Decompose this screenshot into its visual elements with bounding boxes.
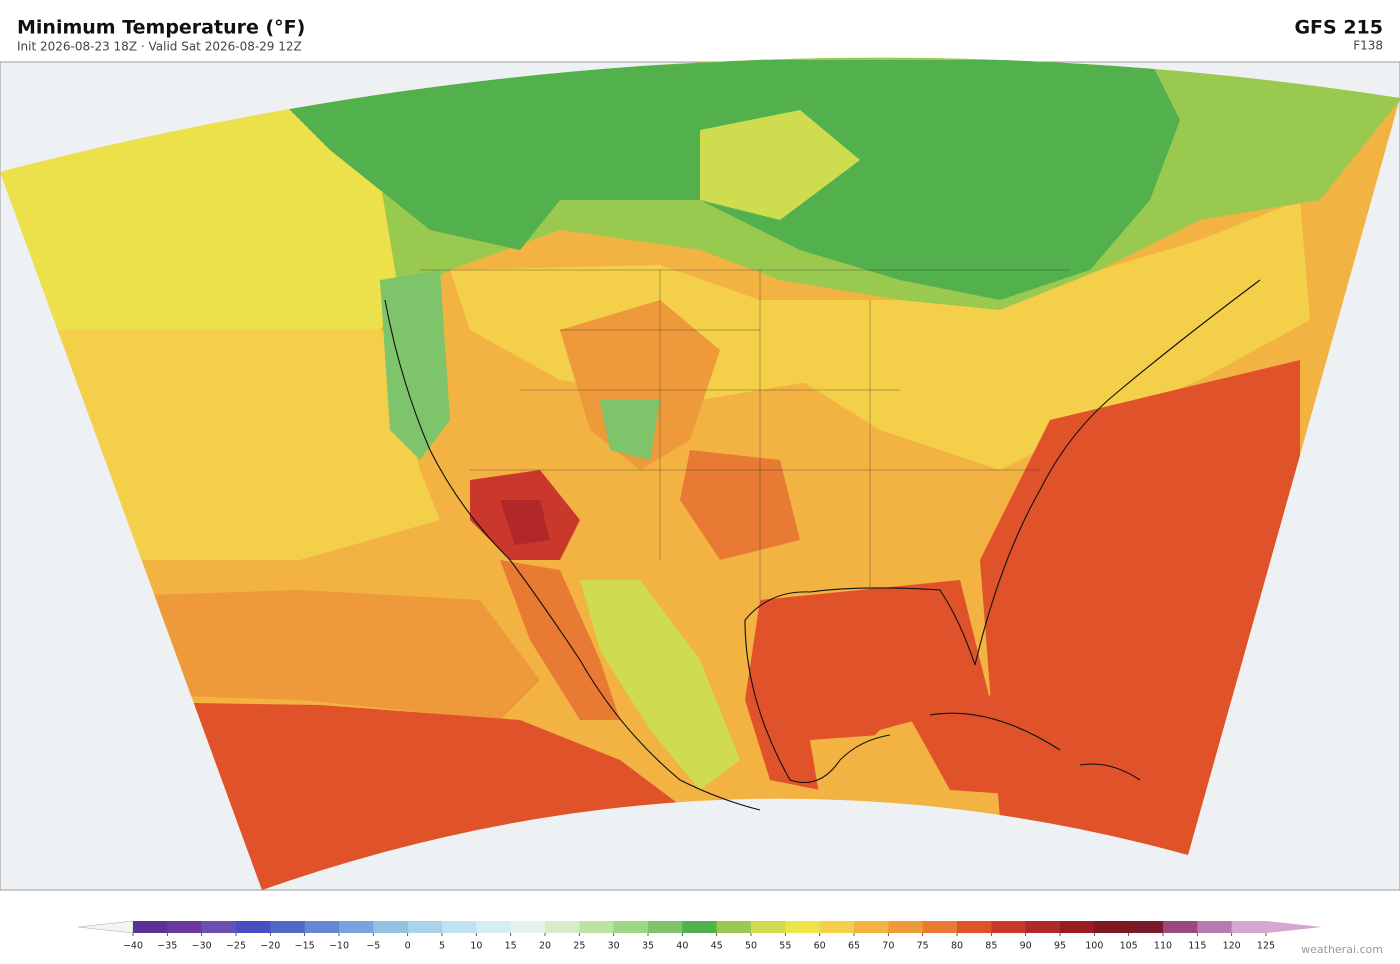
colorbar-tick-label: 65: [848, 941, 860, 952]
colorbar-tick-label: −35: [157, 941, 177, 952]
colorbar-band: [785, 921, 821, 933]
colorbar-tick-label: 25: [573, 941, 585, 952]
colorbar-band: [1025, 921, 1061, 933]
title: Minimum Temperature (°F): [17, 17, 305, 39]
colorbar-band: [304, 921, 340, 933]
colorbar-band: [991, 921, 1027, 933]
colorbar-tick-label: 55: [779, 941, 791, 952]
colorbar-tick-label: 20: [539, 941, 551, 952]
colorbar-band: [133, 921, 168, 933]
colorbar-tick-label: −10: [329, 941, 349, 952]
colorbar-band: [236, 921, 271, 933]
colorbar-band: [407, 921, 443, 933]
colorbar-tick-label: 75: [917, 941, 929, 952]
colorbar-tick-label: −30: [192, 941, 212, 952]
colorbar-band: [510, 921, 546, 933]
credit: weatherai.com: [1301, 943, 1383, 956]
colorbar-band: [545, 921, 580, 933]
colorbar-band: [270, 921, 306, 933]
colorbar-band: [1060, 921, 1095, 933]
colorbar-band: [922, 921, 958, 933]
colorbar-tick-label: −25: [226, 941, 246, 952]
colorbar-tick-label: 90: [1020, 941, 1032, 952]
colorbar-band: [613, 921, 649, 933]
colorbar-tick-label: 100: [1085, 941, 1103, 952]
colorbar-band: [648, 921, 683, 933]
colorbar-tick-label: −40: [123, 941, 143, 952]
subtitle: Init 2026-08-23 18Z · Valid Sat 2026-08-…: [17, 40, 302, 54]
colorbar-band: [201, 921, 237, 933]
colorbar-tick-label: 85: [985, 941, 997, 952]
colorbar: −40 −35 −30 −25 −20 −15 −10 −5 0 5 10 15 20 25 30 35 40 4…: [77, 920, 1322, 952]
colorbar-tick-label: 95: [1054, 941, 1066, 952]
forecast-hour: F138: [1353, 39, 1383, 53]
colorbar-tick-label: 40: [676, 941, 688, 952]
colorbar-tick-label: 50: [745, 941, 757, 952]
colorbar-tick-label: 60: [814, 941, 826, 952]
colorbar-tick-label: 5: [439, 941, 445, 952]
colorbar-tick-label: 35: [642, 941, 654, 952]
colorbar-tick-label: 30: [608, 941, 620, 952]
colorbar-band: [1197, 921, 1233, 933]
colorbar-band: [1231, 921, 1267, 933]
colorbar-over: [1266, 921, 1322, 933]
colorbar-band: [854, 921, 889, 933]
model-label: GFS 215: [1294, 17, 1383, 39]
colorbar-under: [77, 920, 134, 934]
colorbar-band: [716, 921, 752, 933]
colorbar-band: [476, 921, 512, 933]
colorbar-tick-label: 45: [711, 941, 723, 952]
colorbar-tick-label: 105: [1120, 941, 1138, 952]
colorbar-tick-label: −20: [260, 941, 280, 952]
colorbar-tick-label: 80: [951, 941, 963, 952]
colorbar-band: [751, 921, 786, 933]
colorbar-tick-label: 10: [470, 941, 482, 952]
colorbar-tick-label: 70: [882, 941, 894, 952]
colorbar-band: [373, 921, 409, 933]
colorbar-band: [682, 921, 718, 933]
colorbar-tick-label: 15: [505, 941, 517, 952]
colorbar-band: [579, 921, 615, 933]
colorbar-tick-label: −15: [295, 941, 315, 952]
colorbar-band: [339, 921, 374, 933]
colorbar-band: [888, 921, 924, 933]
colorbar-tick-label: 115: [1188, 941, 1206, 952]
colorbar-tick-label: 0: [405, 941, 411, 952]
colorbar-tick-label: −5: [366, 941, 380, 952]
colorbar-band: [167, 921, 203, 933]
colorbar-tick-label: 110: [1154, 941, 1172, 952]
colorbar-band: [1094, 921, 1130, 933]
colorbar-band: [957, 921, 992, 933]
colorbar-tick-label: 120: [1223, 941, 1241, 952]
colorbar-tick-label: 125: [1257, 941, 1275, 952]
colorbar-band: [819, 921, 855, 933]
colorbar-band: [1163, 921, 1198, 933]
colorbar-band: [442, 921, 477, 933]
colorbar-band: [1128, 921, 1164, 933]
